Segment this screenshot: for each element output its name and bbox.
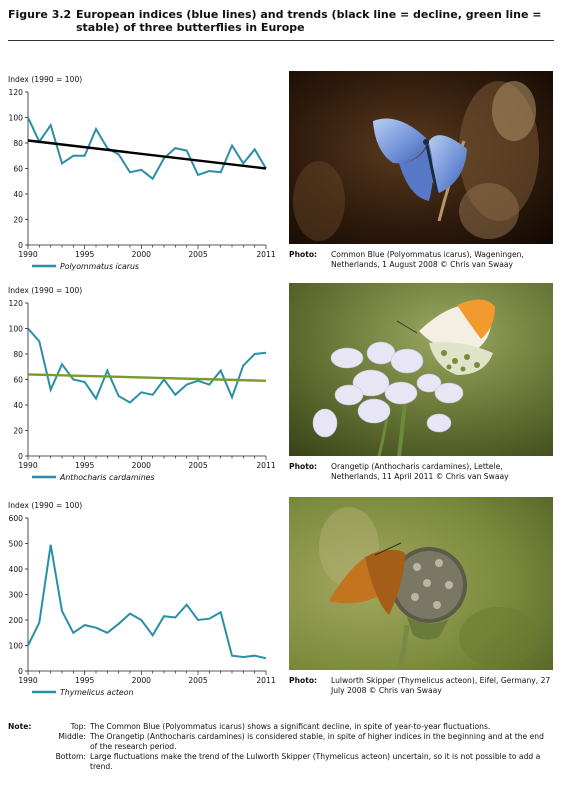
legend-label: Polyommatus icarus xyxy=(60,262,139,271)
y-tick-label: 0 xyxy=(18,452,23,461)
x-tick-label: 2011 xyxy=(256,676,275,685)
photo-caption-key: Photo: xyxy=(289,462,318,471)
y-tick-label: 0 xyxy=(18,241,23,250)
y-tick-label: 40 xyxy=(13,401,23,410)
y-axis-label: Index (1990 = 100) xyxy=(8,75,82,84)
x-tick-label: 2011 xyxy=(256,250,275,259)
header-divider xyxy=(8,40,554,41)
chart-panel-top: Index (1990 = 100) 0 20 40 60 80 100 120 1990 199… xyxy=(4,72,280,282)
chart-common-blue: Index (1990 = 100) 0 20 40 60 80 100 120 1990 199… xyxy=(8,75,276,271)
x-tick-label: 2005 xyxy=(188,250,207,259)
lulworth-skipper-butterfly-image xyxy=(289,497,553,670)
y-tick-label: 0 xyxy=(18,667,23,676)
chart-panel-bottom: Index (1990 = 100) 0 100 200 300 400 500 600 199… xyxy=(4,498,280,708)
photo-caption-text: Common Blue (Polyommatus icarus), Wageni… xyxy=(331,250,524,269)
y-axis-label: Index (1990 = 100) xyxy=(8,501,82,510)
y-tick-label: 20 xyxy=(13,216,23,225)
x-tick-label: 1990 xyxy=(18,676,37,685)
y-tick-label: 120 xyxy=(9,299,24,308)
note-tag: Top: xyxy=(70,722,86,731)
trend-line xyxy=(27,373,267,382)
legend-label: Thymelicus acteon xyxy=(60,688,134,697)
y-tick-label: 500 xyxy=(9,540,24,549)
notes-key: Note: xyxy=(8,722,32,731)
y-tick-label: 60 xyxy=(13,376,23,385)
y-tick-label: 120 xyxy=(9,88,24,97)
x-tick-label: 1990 xyxy=(18,461,37,470)
chart-orangetip: Index (1990 = 100) 0 20 40 60 80 100 120 1990 199… xyxy=(8,286,276,482)
index-line xyxy=(27,117,267,181)
x-tick-label: 2000 xyxy=(132,676,151,685)
note-text: The Common Blue (Polyommatus icarus) sho… xyxy=(90,722,491,731)
x-tick-label: 2005 xyxy=(188,676,207,685)
figure-title: European indices (blue lines) and trends… xyxy=(76,8,542,34)
note-tag: Middle: xyxy=(58,732,86,741)
y-tick-label: 400 xyxy=(9,565,24,574)
note-text: Large fluctuations make the trend of the… xyxy=(90,752,541,771)
index-line xyxy=(27,327,267,404)
note-text: The Orangetip (Anthocharis cardamines) i… xyxy=(90,732,544,751)
y-tick-label: 100 xyxy=(9,325,24,334)
chart-lulworth-skipper: Index (1990 = 100) 0 100 200 300 400 500 600 199… xyxy=(8,501,276,697)
photo-caption-text: Lulworth Skipper (Thymelicus acteon), Ei… xyxy=(331,676,551,695)
x-tick-label: 2000 xyxy=(132,461,151,470)
photo-orangetip xyxy=(289,283,553,456)
legend-label: Anthocharis cardamines xyxy=(59,473,155,482)
y-tick-label: 80 xyxy=(13,139,23,148)
y-tick-label: 600 xyxy=(9,514,24,523)
note-tag: Bottom: xyxy=(55,752,86,761)
y-tick-label: 40 xyxy=(13,190,23,199)
y-tick-label: 60 xyxy=(13,165,23,174)
y-tick-label: 300 xyxy=(9,591,24,600)
x-tick-label: 1990 xyxy=(18,250,37,259)
index-line xyxy=(27,544,267,660)
x-tick-label: 1995 xyxy=(75,676,94,685)
x-tick-label: 2011 xyxy=(256,461,275,470)
photo-common-blue xyxy=(289,71,553,244)
x-tick-label: 2000 xyxy=(132,250,151,259)
y-tick-label: 20 xyxy=(13,427,23,436)
photo-lulworth-skipper xyxy=(289,497,553,670)
y-tick-label: 100 xyxy=(9,114,24,123)
y-tick-label: 100 xyxy=(9,642,24,651)
y-tick-label: 200 xyxy=(9,616,24,625)
x-tick-label: 1995 xyxy=(75,461,94,470)
orangetip-butterfly-image xyxy=(289,283,553,456)
trend-line xyxy=(27,139,267,170)
figure-label: Figure 3.2 xyxy=(8,8,72,21)
photo-caption-text: Orangetip (Anthocharis cardamines), Lett… xyxy=(331,462,509,481)
y-axis-label: Index (1990 = 100) xyxy=(8,286,82,295)
common-blue-butterfly-image xyxy=(289,71,553,244)
y-tick-label: 80 xyxy=(13,350,23,359)
photo-caption-key: Photo: xyxy=(289,676,318,685)
x-tick-label: 1995 xyxy=(75,250,94,259)
chart-panel-middle: Index (1990 = 100) 0 20 40 60 80 100 120 1990 199… xyxy=(4,283,280,493)
x-tick-label: 2005 xyxy=(188,461,207,470)
photo-caption-key: Photo: xyxy=(289,250,318,259)
